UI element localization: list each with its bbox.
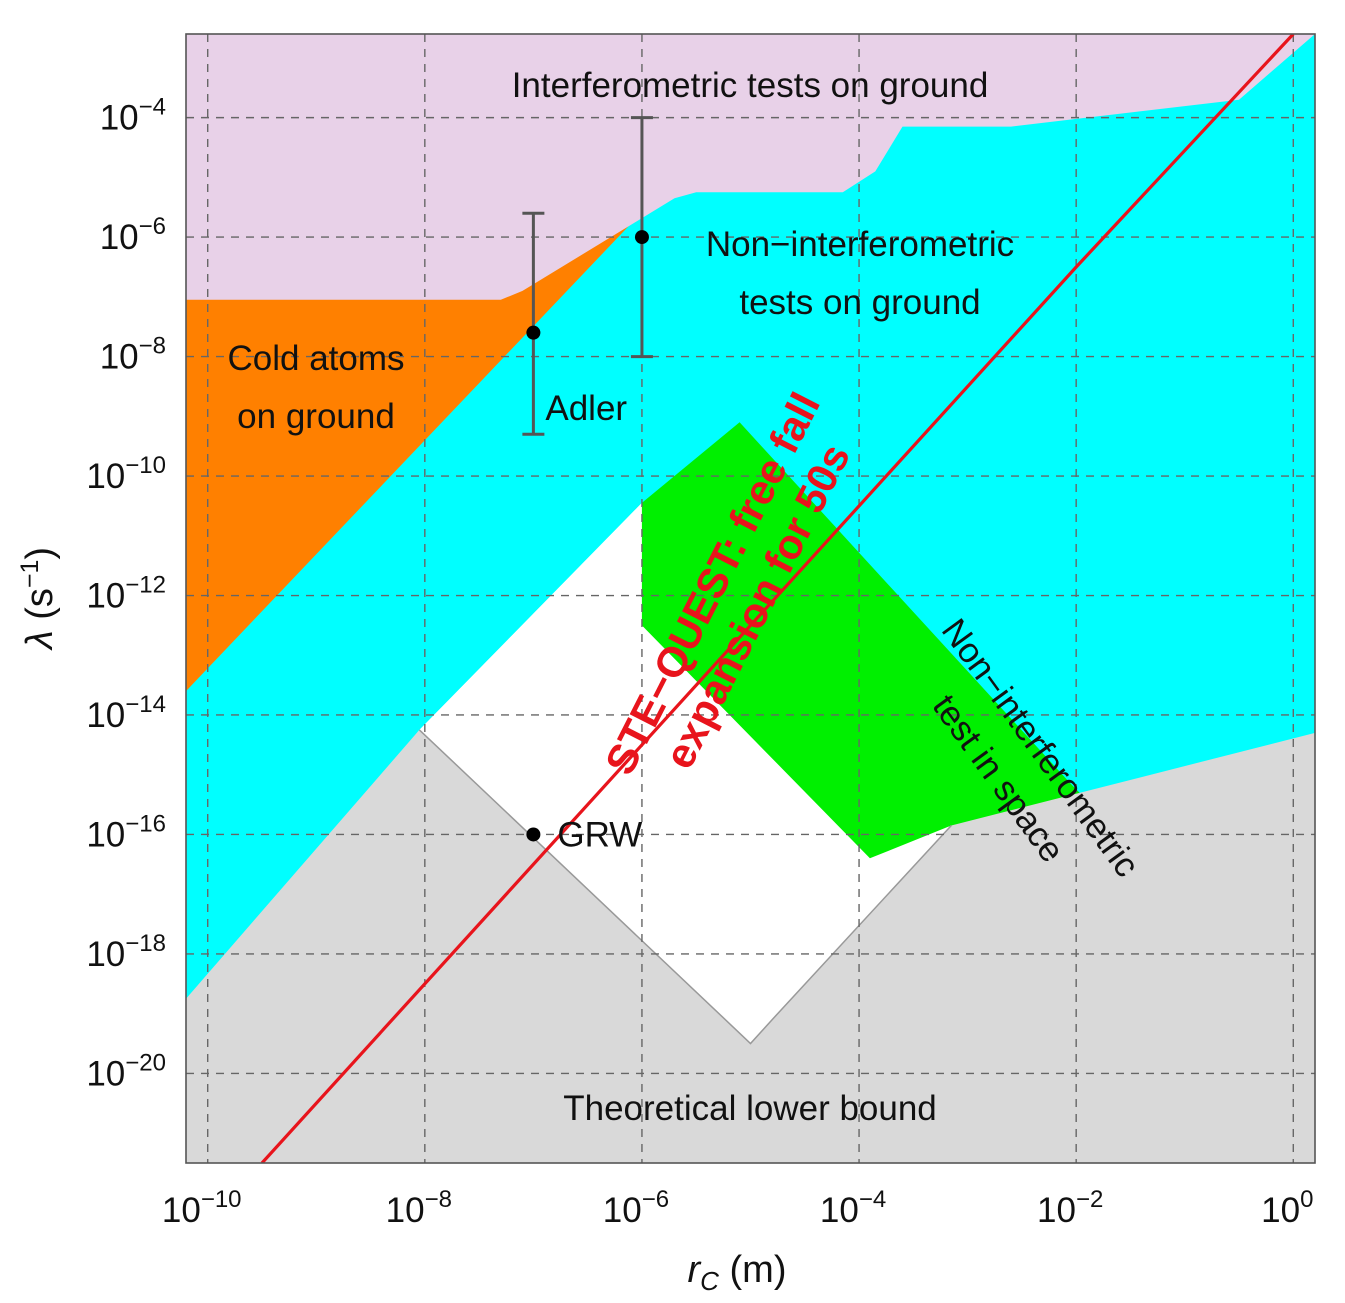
y-tick-label: 10−18	[86, 930, 166, 974]
region-theoretical-lower-bound	[186, 729, 1315, 1163]
label-adler: Adler	[545, 389, 627, 428]
y-tick-label: 10−4	[100, 94, 166, 138]
y-tick-label: 10−16	[86, 810, 166, 854]
x-tick-label: 10−2	[1037, 1186, 1103, 1230]
y-tick-labels: 10−4 10−6 10−8 10−10 10−12 10−14 10−16 10−18 10−…	[86, 94, 166, 1094]
region-cold-atoms	[186, 189, 697, 692]
error-bar-range-1	[630, 116, 653, 359]
y-tick-label: 10−12	[86, 572, 166, 616]
y-tick-label: 10−20	[86, 1049, 166, 1093]
x-tick-labels: 10−10 10−8 10−6 10−4 10−2 100	[162, 1186, 1314, 1230]
error-bar-adler	[522, 211, 545, 436]
y-axis-label: λ (s−1)	[16, 547, 61, 651]
label-non-interferometric-ground: Non−interferometric tests on ground	[706, 225, 1014, 322]
x-tick-label: 10−4	[820, 1186, 886, 1230]
x-tick-label: 10−8	[386, 1186, 452, 1230]
y-tick-label: 10−10	[86, 452, 166, 496]
region-interferometric-ground	[186, 34, 1315, 300]
series-ste-quest-line	[260, 34, 1295, 1163]
label-grw: GRW	[557, 815, 642, 854]
label-interferometric-ground: Interferometric tests on ground	[512, 66, 989, 105]
y-tick-label: 10−14	[86, 691, 166, 735]
x-tick-label: 10−10	[162, 1186, 242, 1230]
point-grw	[526, 827, 541, 842]
x-axis-label: rC (m)	[688, 1249, 787, 1296]
x-tick-label: 10−6	[603, 1186, 669, 1230]
data-marks	[260, 34, 1295, 1163]
plot-frame	[185, 33, 1316, 1164]
y-tick-label: 10−8	[100, 333, 166, 377]
region-allowed-window	[419, 502, 952, 1044]
label-theoretical-lower-bound: Theoretical lower bound	[563, 1089, 937, 1128]
y-tick-label: 10−6	[100, 213, 166, 257]
error-bar-point	[526, 325, 541, 340]
error-bar-point	[634, 230, 649, 245]
x-tick-label: 100	[1261, 1186, 1313, 1230]
plot-area	[186, 34, 1315, 1163]
lower-bound-edge	[418, 729, 952, 1045]
label-cold-atoms: Cold atoms on ground	[227, 339, 404, 436]
region-non-interferometric-space	[641, 422, 1315, 1002]
